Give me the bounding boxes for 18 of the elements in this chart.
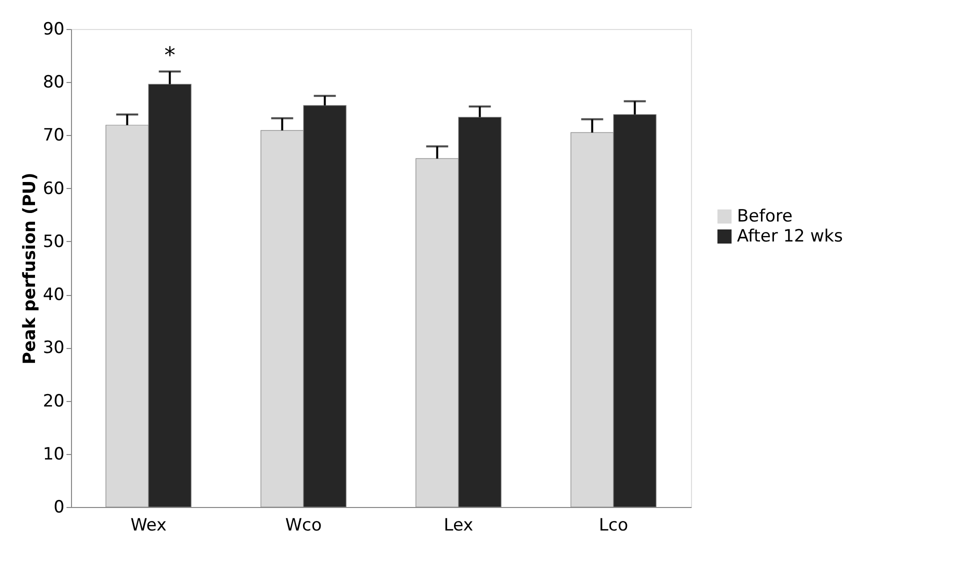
legend-label: After 12 wks [737, 226, 844, 246]
y-tick-label: 60 [42, 178, 64, 199]
y-tick-label: 80 [42, 72, 64, 93]
legend-label: Before [737, 206, 793, 226]
x-tick-label: Wex [130, 516, 167, 536]
x-tick-label: Lex [444, 516, 474, 536]
x-tick-label: Wco [285, 516, 322, 536]
y-tick-label: 70 [42, 126, 64, 146]
y-tick-label: 40 [42, 285, 64, 306]
x-tick-label: Lco [598, 516, 628, 536]
y-tick-label: 50 [42, 232, 64, 252]
y-tick-label: 0 [54, 498, 64, 518]
y-axis-title: Peak perfusion (PU) [20, 172, 40, 364]
y-tick-label: 30 [42, 338, 64, 358]
annotation: * [164, 43, 176, 68]
y-tick-label: 90 [42, 20, 64, 40]
y-tick-label: 20 [42, 391, 64, 412]
y-tick-label: 10 [42, 444, 64, 464]
